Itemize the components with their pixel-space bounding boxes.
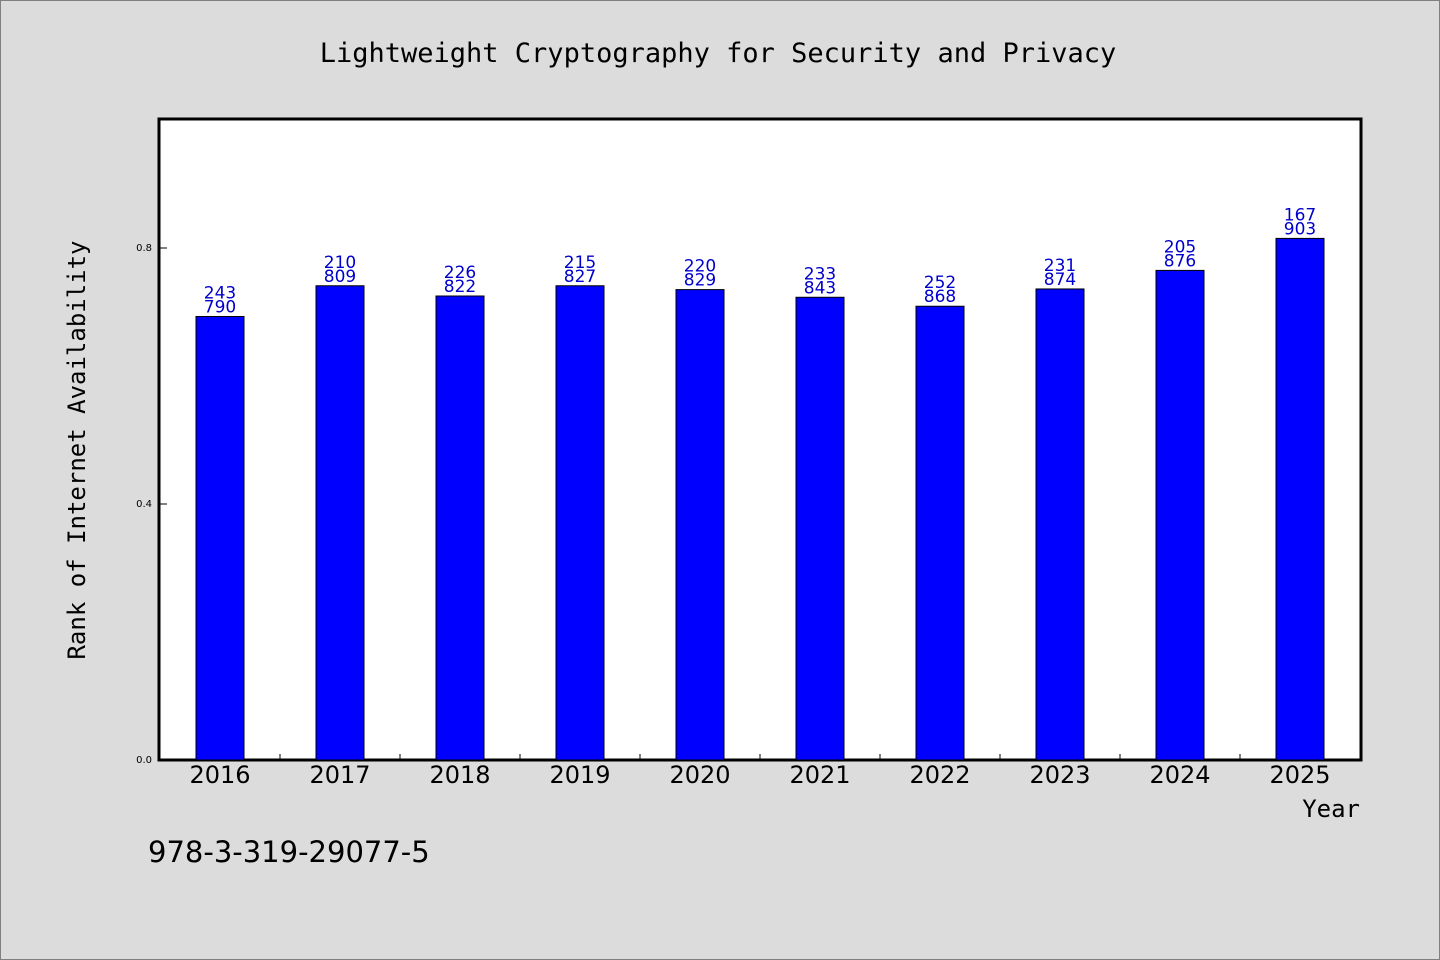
bar-label-top-2018: 226 [444,263,476,283]
bar-label-top-2016: 243 [204,283,236,303]
bar-label-bottom-2017: 809 [324,267,356,287]
bar-label-top-2025: 167 [1284,205,1316,225]
bar-label-top-2022: 252 [924,273,956,293]
x-tick-label-2020: 2020 [669,761,730,789]
bar-label-bottom-2023: 874 [1044,270,1076,290]
x-tick-label-2017: 2017 [309,761,370,789]
bar-label-bottom-2020: 829 [684,271,716,291]
x-tick-label-2023: 2023 [1029,761,1090,789]
bar-label-bottom-2019: 827 [564,267,596,287]
y-tick-label-0.0: 0.0 [136,755,152,766]
y-tick-label-0.8: 0.8 [136,243,152,254]
bar-label-bottom-2024: 876 [1164,251,1196,271]
bar-2020 [675,289,725,761]
bar-2019 [555,285,605,761]
bar-label-bottom-2018: 822 [444,277,476,297]
y-tick-label-0.4: 0.4 [136,499,152,510]
bar-label-top-2021: 233 [804,264,836,284]
bars-group [195,237,1325,761]
x-tick-label-2024: 2024 [1149,761,1210,789]
x-tick-label-2016: 2016 [189,761,250,789]
x-tick-label-2021: 2021 [789,761,850,789]
x-axis-label: Year [1302,795,1360,823]
x-tick-label-2018: 2018 [429,761,490,789]
y-axis-ticks: 0.0 0.4 0.8 [136,243,167,766]
bar-label-top-2019: 215 [564,253,596,273]
bar-label-bottom-2021: 843 [804,278,836,298]
x-tick-label-2025: 2025 [1269,761,1330,789]
x-tick-label-2019: 2019 [549,761,610,789]
bar-2023 [1035,288,1085,761]
isbn-footnote: 978-3-319-29077-5 [148,835,430,869]
chart-title: Lightweight Cryptography for Security an… [320,38,1117,69]
bar-2018 [435,295,485,761]
bar-label-bottom-2025: 903 [1284,219,1316,239]
bar-2016 [195,315,245,761]
bar-2025 [1275,237,1325,761]
bar-label-top-2023: 231 [1044,256,1076,276]
bar-label-bottom-2022: 868 [924,287,956,307]
x-axis-ticks: 2016 2017 2018 2019 2020 2021 2022 2023 2024 2025 [189,754,1331,789]
x-tick-label-2022: 2022 [909,761,970,789]
bar-label-top-2024: 205 [1164,237,1196,257]
bar-2024 [1155,269,1205,761]
bar-2017 [315,285,365,761]
bar-label-top-2017: 210 [324,253,356,273]
bar-label-top-2020: 220 [684,257,716,277]
bar-2021 [795,296,845,761]
y-axis-label: Rank of Internet Availability [63,240,91,659]
bar-label-bottom-2016: 790 [204,297,236,317]
bar-2022 [915,305,965,761]
